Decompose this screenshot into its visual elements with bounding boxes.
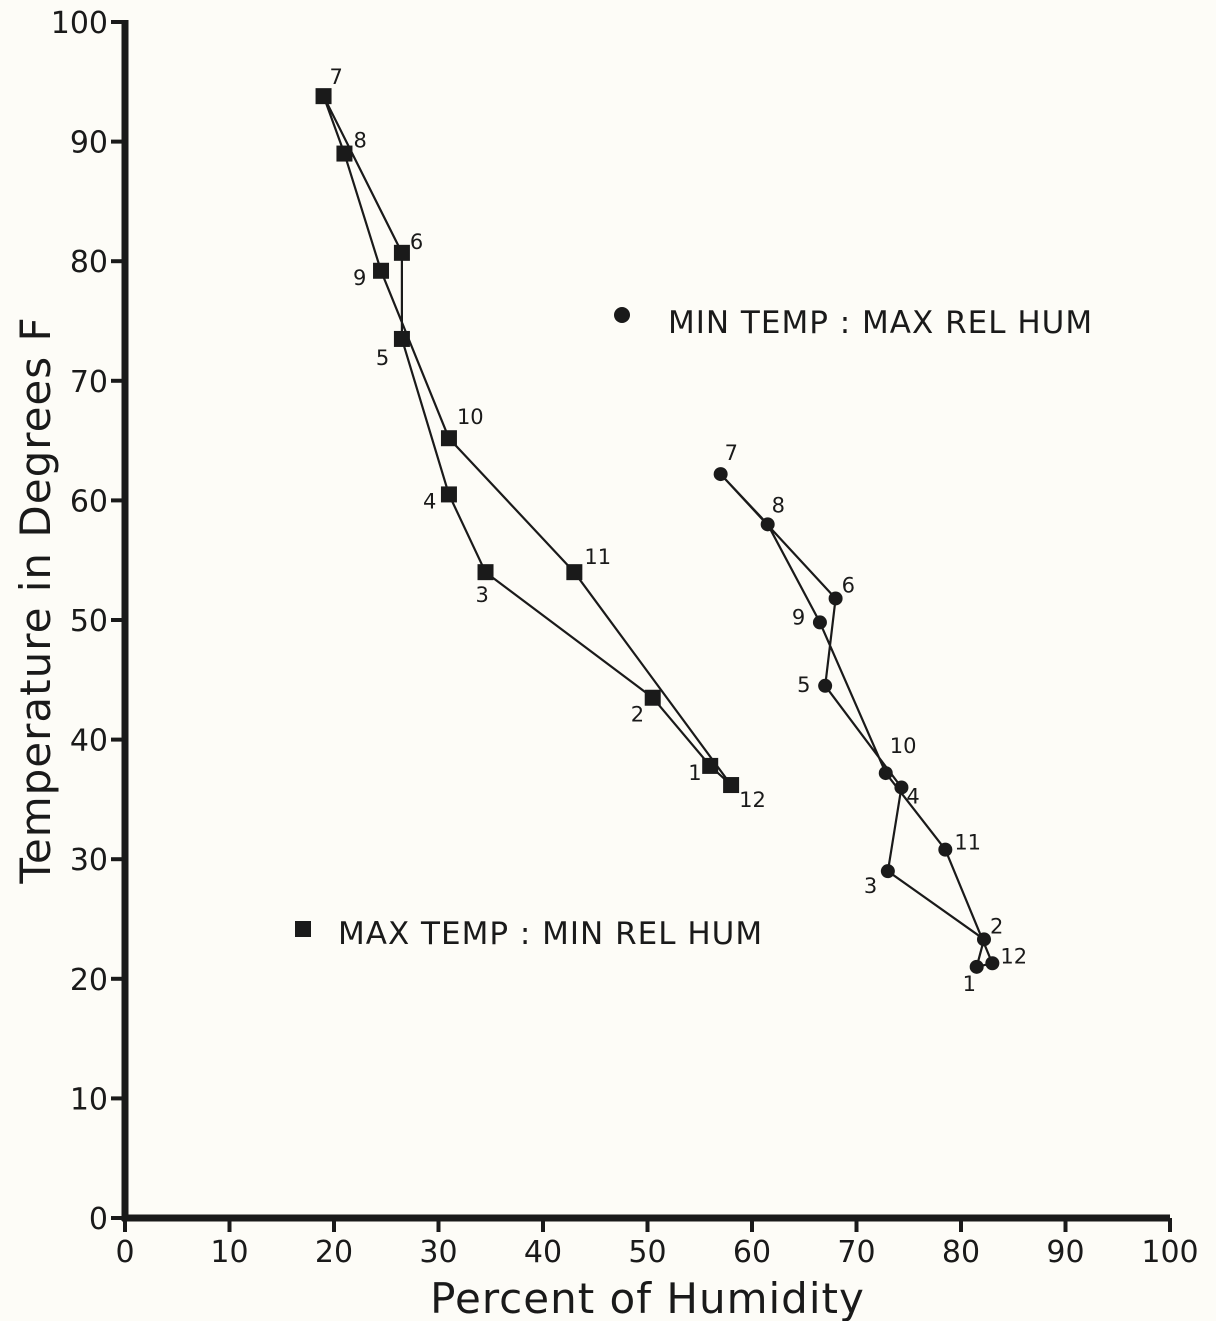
point-label: 2 — [990, 914, 1003, 938]
point-label: 8 — [772, 493, 785, 517]
point-label: 10 — [457, 405, 484, 429]
point-label: 12 — [1000, 944, 1027, 968]
x-tick-label: 30 — [419, 1235, 457, 1270]
y-tick-label: 10 — [70, 1082, 108, 1117]
x-tick-label: 40 — [524, 1235, 562, 1270]
data-point — [315, 88, 332, 105]
point-label: 7 — [330, 65, 343, 89]
legend-marker-circle — [614, 307, 630, 323]
y-tick-label: 70 — [70, 365, 108, 400]
legend-label: MAX TEMP : MIN REL HUM — [338, 916, 763, 952]
y-tick-label: 20 — [70, 963, 108, 998]
y-tick-label: 0 — [89, 1202, 108, 1237]
legend: MIN TEMP : MAX REL HUM MAX TEMP : MIN REL… — [295, 305, 1093, 952]
axes: 0 10 20 30 40 50 60 70 80 90 100 0 10 20 30 40 50 60 70 80 9… — [51, 6, 1199, 1270]
point-label: 6 — [842, 573, 855, 597]
series-min-temp-max-rel-hum — [713, 467, 1000, 974]
x-tick-label: 60 — [733, 1235, 771, 1270]
y-tick-label: 90 — [70, 126, 108, 161]
data-point — [713, 467, 728, 482]
series-line — [322, 95, 733, 787]
point-label: 9 — [792, 605, 805, 629]
point-label: 11 — [954, 831, 981, 855]
y-tick-label: 50 — [70, 604, 108, 639]
data-point — [336, 145, 353, 162]
data-point — [373, 262, 390, 279]
data-point — [969, 959, 984, 974]
data-point — [878, 766, 893, 781]
series-line — [719, 473, 994, 968]
data-point — [938, 842, 953, 857]
data-point — [723, 777, 740, 794]
point-label: 6 — [410, 230, 423, 254]
x-tick-label: 20 — [315, 1235, 353, 1270]
point-label: 10 — [890, 734, 917, 758]
y-tick-label: 100 — [51, 6, 108, 41]
point-label: 9 — [353, 266, 366, 290]
x-tick-label: 0 — [115, 1235, 134, 1270]
series-max-temp-min-rel-hum — [315, 88, 740, 794]
x-tick-label: 50 — [628, 1235, 666, 1270]
point-label: 5 — [376, 346, 389, 370]
legend-label: MIN TEMP : MAX REL HUM — [668, 305, 1093, 341]
data-point — [393, 330, 410, 347]
x-tick-label: 70 — [837, 1235, 875, 1270]
x-tick-label: 90 — [1046, 1235, 1084, 1270]
point-label: 4 — [906, 784, 919, 808]
point-label: 8 — [353, 129, 366, 153]
data-point — [828, 591, 843, 606]
point-label: 1 — [963, 972, 976, 996]
point-label: 4 — [423, 489, 436, 513]
data-point — [760, 517, 775, 532]
data-point — [985, 956, 1000, 971]
data-point — [440, 486, 457, 503]
series-layer — [315, 88, 1000, 974]
data-point — [644, 689, 661, 706]
data-point — [818, 678, 833, 693]
data-point — [393, 244, 410, 261]
point-label: 2 — [631, 703, 644, 727]
point-label: 3 — [864, 874, 877, 898]
y-axis-title: Temperature in Degrees F — [11, 316, 60, 884]
legend-marker-square — [295, 921, 311, 937]
x-tick-label: 10 — [210, 1235, 248, 1270]
point-label: 7 — [725, 441, 738, 465]
y-tick-label: 40 — [70, 724, 108, 759]
y-tick-label: 60 — [70, 484, 108, 519]
data-point — [440, 430, 457, 447]
point-label: 5 — [797, 673, 810, 697]
point-label: 1 — [688, 761, 701, 785]
point-label: 3 — [476, 583, 489, 607]
data-point — [976, 932, 991, 947]
data-point — [812, 615, 827, 630]
x-tick-label: 100 — [1141, 1235, 1198, 1270]
point-label: 11 — [584, 545, 611, 569]
data-point — [477, 564, 494, 581]
x-axis-title: Percent of Humidity — [430, 1274, 865, 1321]
y-tick-label: 80 — [70, 245, 108, 280]
data-point — [566, 564, 583, 581]
data-point — [880, 864, 895, 879]
x-tick-label: 80 — [942, 1235, 980, 1270]
y-tick-label: 30 — [70, 843, 108, 878]
data-point — [702, 757, 719, 774]
data-point — [894, 780, 909, 795]
point-label: 12 — [739, 788, 766, 812]
